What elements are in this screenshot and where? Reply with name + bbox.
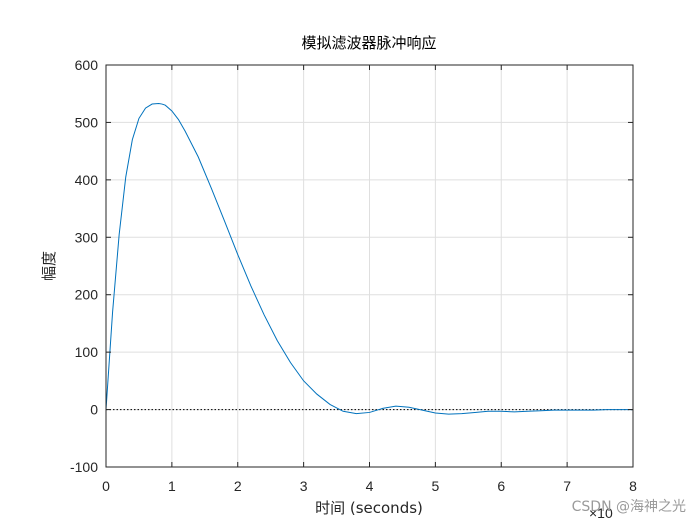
- x-tick-label: 8: [629, 478, 637, 494]
- y-tick-label: -100: [70, 459, 98, 475]
- x-axis-label: 时间 (seconds): [315, 499, 423, 517]
- impulse-response-line: [105, 102, 633, 415]
- y-axis-label: 幅度: [40, 251, 58, 281]
- y-tick-label: 300: [75, 229, 99, 245]
- x-tick-label: 7: [563, 478, 571, 494]
- x-tick-label: 1: [168, 478, 176, 494]
- y-tick-label: 100: [75, 344, 99, 360]
- y-tick-label: 400: [75, 172, 99, 188]
- x-tick-label: 0: [102, 478, 110, 494]
- x-axis-exponent-label: ×10: [589, 505, 613, 521]
- chart-title: 模拟滤波器脉冲响应: [301, 34, 436, 52]
- y-tick-label: 500: [75, 114, 99, 130]
- x-tick-label: 5: [431, 478, 439, 494]
- y-tick-label: 600: [75, 57, 99, 73]
- watermark: CSDN @海神之光: [572, 499, 686, 515]
- x-tick-label: 4: [366, 478, 374, 494]
- x-tick-label: 6: [497, 478, 505, 494]
- y-tick-label: 0: [90, 402, 98, 418]
- x-tick-label: 2: [234, 478, 242, 494]
- y-tick-label: 200: [75, 287, 99, 303]
- x-tick-label: 3: [300, 478, 308, 494]
